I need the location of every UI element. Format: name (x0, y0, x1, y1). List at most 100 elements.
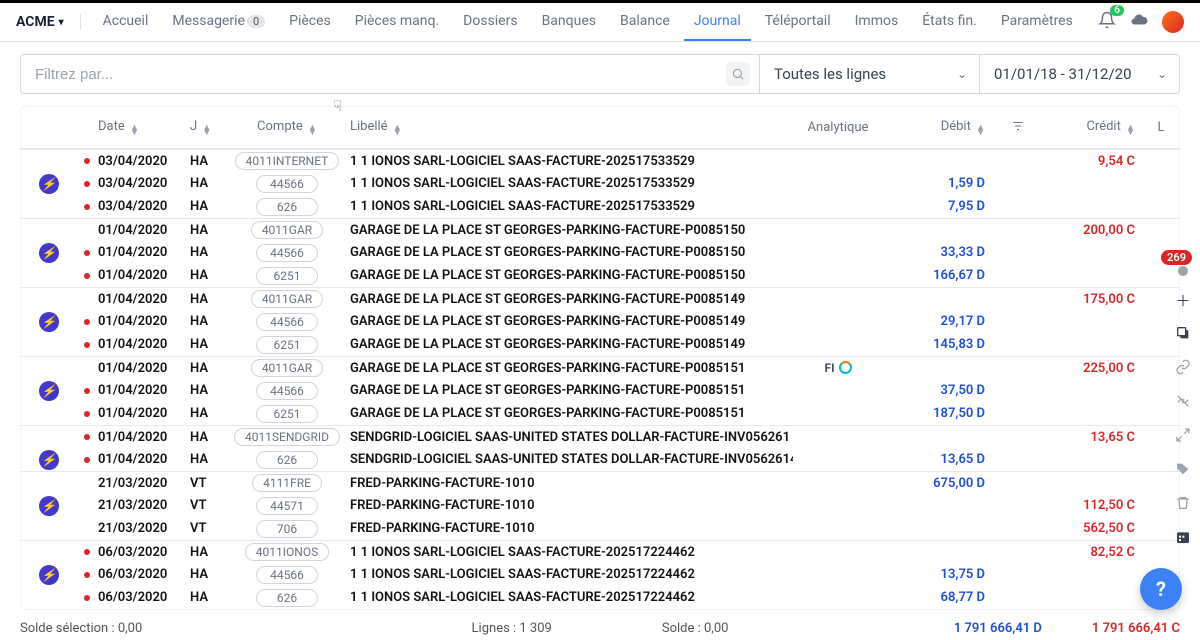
table-row[interactable]: 01/04/2020HA4011GARGARAGE DE LA PLACE ST… (21, 287, 1179, 310)
add-button[interactable]: ＋ (1172, 290, 1194, 311)
cell-j: VT (190, 521, 232, 536)
compte-pill[interactable]: 44571 (256, 497, 318, 515)
compte-pill[interactable]: 626 (256, 589, 318, 607)
cell-libelle: GARAGE DE LA PLACE ST GEORGES-PARKING-FA… (342, 406, 793, 421)
side-count[interactable]: 269 (1178, 260, 1188, 276)
col-libelle[interactable]: Libellé ▲▼ (342, 119, 793, 136)
col-j[interactable]: J ▲▼ (190, 119, 232, 136)
table-row[interactable]: 21/03/2020VT706FRED-PARKING-FACTURE-1010… (21, 517, 1179, 540)
copy-button[interactable] (1172, 325, 1194, 345)
col-date[interactable]: Date ▲▼ (98, 119, 190, 136)
compte-pill[interactable]: 6251 (256, 336, 318, 354)
col-filter[interactable] (993, 120, 1043, 136)
nav-item[interactable]: Accueil (93, 3, 159, 41)
date-range-select[interactable]: 01/01/18 - 31/12/20 ⌄ (980, 54, 1180, 94)
table-row[interactable]: 21/03/2020VT4111FREFRED-PARKING-FACTURE-… (21, 471, 1179, 494)
sort-icon: ▲▼ (976, 126, 985, 136)
compte-pill[interactable]: 44566 (256, 244, 318, 262)
cell-date: 03/04/2020 (98, 154, 190, 169)
table-row[interactable]: ⚡01/04/2020HA44566GARAGE DE LA PLACE ST … (21, 241, 1179, 264)
help-fab[interactable]: ? (1140, 568, 1182, 610)
col-l[interactable]: L (1143, 120, 1179, 135)
compte-pill[interactable]: 4011GAR (251, 221, 323, 239)
nav-item[interactable]: Immos (845, 3, 909, 41)
compte-pill[interactable]: 4011SENDGRID (234, 428, 340, 446)
search-button[interactable] (726, 62, 750, 86)
nav-item[interactable]: Pièces manq. (345, 3, 449, 41)
compte-pill[interactable]: 4011GAR (251, 359, 323, 377)
nav-item[interactable]: Téléportail (755, 3, 841, 41)
compte-pill[interactable]: 44566 (256, 175, 318, 193)
unlink-button[interactable] (1172, 393, 1194, 413)
table-row[interactable]: 01/04/2020HA6251GARAGE DE LA PLACE ST GE… (21, 402, 1179, 425)
table-row[interactable]: ⚡03/04/2020HA445661 1 IONOS SARL-LOGICIE… (21, 172, 1179, 195)
col-compte[interactable]: Compte ▲▼ ☟ (232, 119, 342, 136)
cell-date: 01/04/2020 (98, 337, 190, 352)
table-row[interactable]: ⚡01/04/2020HA626SENDGRID-LOGICIEL SAAS-U… (21, 448, 1179, 471)
cell-libelle: 1 1 IONOS SARL-LOGICIEL SAAS-FACTURE-202… (342, 590, 793, 605)
avatar[interactable] (1162, 11, 1184, 33)
cell-debit: 33,33 D (883, 245, 993, 260)
chevron-down-icon: ⌄ (957, 67, 967, 81)
cell-date: 06/03/2020 (98, 545, 190, 560)
brand-menu[interactable]: ACME ▾ (16, 14, 81, 30)
table-body: 03/04/2020HA4011INTERNET1 1 IONOS SARL-L… (21, 149, 1179, 609)
table-row[interactable]: 01/04/2020HA4011GARGARAGE DE LA PLACE ST… (21, 356, 1179, 379)
table-row[interactable]: 01/04/2020HA4011SENDGRIDSENDGRID-LOGICIE… (21, 425, 1179, 448)
compte-pill[interactable]: 44566 (256, 313, 318, 331)
filter-input[interactable] (20, 54, 760, 94)
main-nav: AccueilMessagerie0PiècesPièces manq.Doss… (93, 3, 1094, 41)
col-credit[interactable]: Crédit ▲▼ (1043, 119, 1143, 136)
table-row[interactable]: 01/04/2020HA6251GARAGE DE LA PLACE ST GE… (21, 264, 1179, 287)
sort-icon: ▲▼ (130, 126, 139, 136)
table-row[interactable]: ⚡21/03/2020VT44571FRED-PARKING-FACTURE-1… (21, 494, 1179, 517)
cell-j: HA (190, 292, 232, 307)
link-button[interactable] (1172, 359, 1194, 379)
table-row[interactable]: ⚡06/03/2020HA445661 1 IONOS SARL-LOGICIE… (21, 563, 1179, 586)
lines-filter-select[interactable]: Toutes les lignes ⌄ (760, 54, 980, 94)
compte-pill[interactable]: 44566 (256, 566, 318, 584)
col-analytique[interactable]: Analytique (793, 120, 883, 135)
cell-j: HA (190, 154, 232, 169)
compte-pill[interactable]: 626 (256, 198, 318, 216)
delete-button[interactable] (1172, 495, 1194, 515)
cell-credit: 9,54 C (1043, 154, 1143, 169)
sync-button[interactable] (1130, 11, 1148, 33)
table-row[interactable]: 03/04/2020HA4011INTERNET1 1 IONOS SARL-L… (21, 149, 1179, 172)
compte-pill[interactable]: 44566 (256, 382, 318, 400)
nav-item[interactable]: Pièces (279, 3, 341, 41)
expand-button[interactable] (1172, 427, 1194, 447)
cell-libelle: 1 1 IONOS SARL-LOGICIEL SAAS-FACTURE-202… (342, 199, 793, 214)
table-row[interactable]: 03/04/2020HA6261 1 IONOS SARL-LOGICIEL S… (21, 195, 1179, 218)
compte-pill[interactable]: 4011GAR (251, 290, 323, 308)
sort-icon: ▲▼ (308, 126, 317, 136)
nav-item[interactable]: Banques (532, 3, 606, 41)
journal-table: Date ▲▼ J ▲▼ Compte ▲▼ ☟ Libellé ▲▼ Anal… (20, 106, 1180, 610)
notifications-button[interactable]: 6 (1098, 11, 1116, 33)
table-row[interactable]: 01/04/2020HA6251GARAGE DE LA PLACE ST GE… (21, 333, 1179, 356)
compte-pill[interactable]: 626 (256, 451, 318, 469)
table-row[interactable]: 01/04/2020HA4011GARGARAGE DE LA PLACE ST… (21, 218, 1179, 241)
nav-item[interactable]: Balance (610, 3, 680, 41)
table-row[interactable]: 06/03/2020HA6261 1 IONOS SARL-LOGICIEL S… (21, 586, 1179, 609)
nav-item[interactable]: Journal (684, 3, 751, 41)
nav-item[interactable]: Dossiers (453, 3, 527, 41)
status-dot (84, 181, 90, 187)
cell-credit: 112,50 C (1043, 498, 1143, 513)
nav-item[interactable]: Messagerie0 (162, 3, 275, 41)
tag-button[interactable] (1172, 461, 1194, 481)
table-row[interactable]: ⚡01/04/2020HA44566GARAGE DE LA PLACE ST … (21, 310, 1179, 333)
col-debit[interactable]: Débit ▲▼ (883, 119, 993, 136)
compte-pill[interactable]: 4011IONOS (245, 543, 329, 561)
table-row[interactable]: ⚡01/04/2020HA44566GARAGE DE LA PLACE ST … (21, 379, 1179, 402)
nav-item[interactable]: États fin. (912, 3, 987, 41)
nav-item[interactable]: Paramètres (991, 3, 1083, 41)
calendar-button[interactable] (1172, 529, 1194, 549)
compte-pill[interactable]: 4011INTERNET (235, 152, 340, 170)
compte-pill[interactable]: 6251 (256, 405, 318, 423)
compte-pill[interactable]: 706 (256, 520, 318, 538)
compte-pill[interactable]: 6251 (256, 267, 318, 285)
compte-pill[interactable]: 4111FRE (252, 474, 322, 492)
cell-libelle: FRED-PARKING-FACTURE-1010 (342, 521, 793, 536)
table-row[interactable]: 06/03/2020HA4011IONOS1 1 IONOS SARL-LOGI… (21, 540, 1179, 563)
